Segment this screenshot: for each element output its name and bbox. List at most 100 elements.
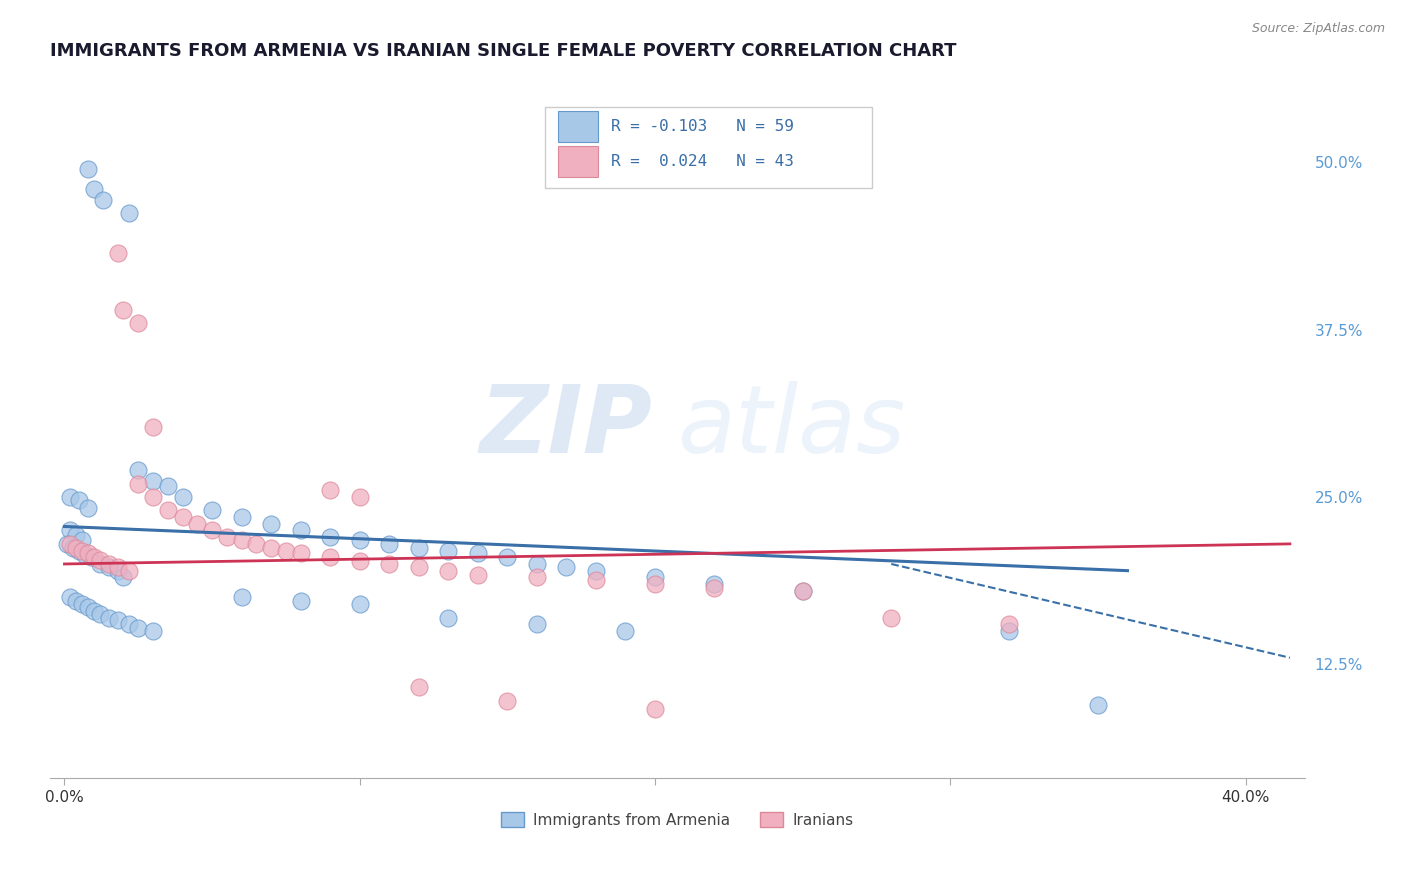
Point <box>703 577 725 591</box>
Point <box>349 554 371 568</box>
Point <box>59 537 82 551</box>
Point <box>998 624 1021 638</box>
Point <box>70 597 93 611</box>
FancyBboxPatch shape <box>558 146 598 178</box>
Point <box>349 490 371 504</box>
Point <box>97 559 120 574</box>
Point <box>77 500 100 515</box>
Point <box>156 503 179 517</box>
Point <box>290 524 312 538</box>
Point <box>65 527 87 541</box>
Point <box>201 524 224 538</box>
Point <box>290 594 312 608</box>
FancyBboxPatch shape <box>546 107 872 187</box>
Point <box>467 546 489 560</box>
Point <box>215 530 238 544</box>
Point <box>59 591 82 605</box>
Point <box>91 193 114 207</box>
Point <box>127 463 149 477</box>
Point <box>792 583 814 598</box>
Point <box>496 550 519 565</box>
Point <box>62 541 84 555</box>
Point <box>231 510 253 524</box>
Point <box>70 533 93 547</box>
Text: ZIP: ZIP <box>479 381 652 473</box>
Point <box>186 516 208 531</box>
Point <box>585 564 607 578</box>
Point <box>231 591 253 605</box>
Point <box>555 559 578 574</box>
Point <box>260 516 283 531</box>
Point <box>83 604 105 618</box>
Legend: Immigrants from Armenia, Iranians: Immigrants from Armenia, Iranians <box>495 805 859 834</box>
Point <box>142 490 165 504</box>
Point <box>201 503 224 517</box>
Point <box>56 537 79 551</box>
Point <box>644 577 666 591</box>
Point <box>75 548 97 562</box>
Point <box>59 490 82 504</box>
Point <box>65 594 87 608</box>
Point <box>274 543 297 558</box>
Point <box>118 564 141 578</box>
Point <box>107 559 129 574</box>
Point <box>59 524 82 538</box>
Point <box>496 693 519 707</box>
Point <box>290 546 312 560</box>
Point <box>89 607 111 621</box>
Point <box>127 316 149 330</box>
Point <box>107 613 129 627</box>
Point <box>77 161 100 176</box>
Point <box>349 597 371 611</box>
Point <box>408 541 430 555</box>
Point <box>467 567 489 582</box>
Point <box>107 564 129 578</box>
Point <box>437 564 460 578</box>
Point <box>644 570 666 584</box>
Point <box>77 599 100 614</box>
Point <box>644 701 666 715</box>
Point <box>408 680 430 694</box>
Point <box>70 543 93 558</box>
Point <box>703 581 725 595</box>
Point <box>378 557 401 571</box>
Point <box>792 583 814 598</box>
Point <box>408 559 430 574</box>
Point <box>142 624 165 638</box>
Point <box>67 492 90 507</box>
Point <box>319 530 342 544</box>
Point <box>142 474 165 488</box>
Point <box>89 557 111 571</box>
Text: atlas: atlas <box>678 381 905 472</box>
Text: Source: ZipAtlas.com: Source: ZipAtlas.com <box>1251 22 1385 36</box>
Point <box>80 550 103 565</box>
Point <box>112 302 135 317</box>
Point <box>77 546 100 560</box>
Point <box>526 557 548 571</box>
Point <box>349 533 371 547</box>
Point <box>83 182 105 196</box>
Point <box>260 541 283 555</box>
Point <box>112 570 135 584</box>
Text: R = -0.103   N = 59: R = -0.103 N = 59 <box>610 119 793 134</box>
Point <box>319 483 342 498</box>
Point <box>107 246 129 260</box>
Point <box>127 621 149 635</box>
Point <box>437 543 460 558</box>
Point <box>83 550 105 565</box>
Text: IMMIGRANTS FROM ARMENIA VS IRANIAN SINGLE FEMALE POVERTY CORRELATION CHART: IMMIGRANTS FROM ARMENIA VS IRANIAN SINGL… <box>49 42 956 60</box>
Point <box>67 543 90 558</box>
Point <box>156 479 179 493</box>
Point <box>97 610 120 624</box>
Point <box>880 610 903 624</box>
FancyBboxPatch shape <box>558 112 598 142</box>
Point <box>231 533 253 547</box>
Point <box>118 206 141 220</box>
Point <box>526 570 548 584</box>
Point <box>1087 698 1109 712</box>
Point <box>319 550 342 565</box>
Point <box>127 476 149 491</box>
Point <box>89 553 111 567</box>
Point <box>614 624 637 638</box>
Text: R =  0.024   N = 43: R = 0.024 N = 43 <box>610 154 793 169</box>
